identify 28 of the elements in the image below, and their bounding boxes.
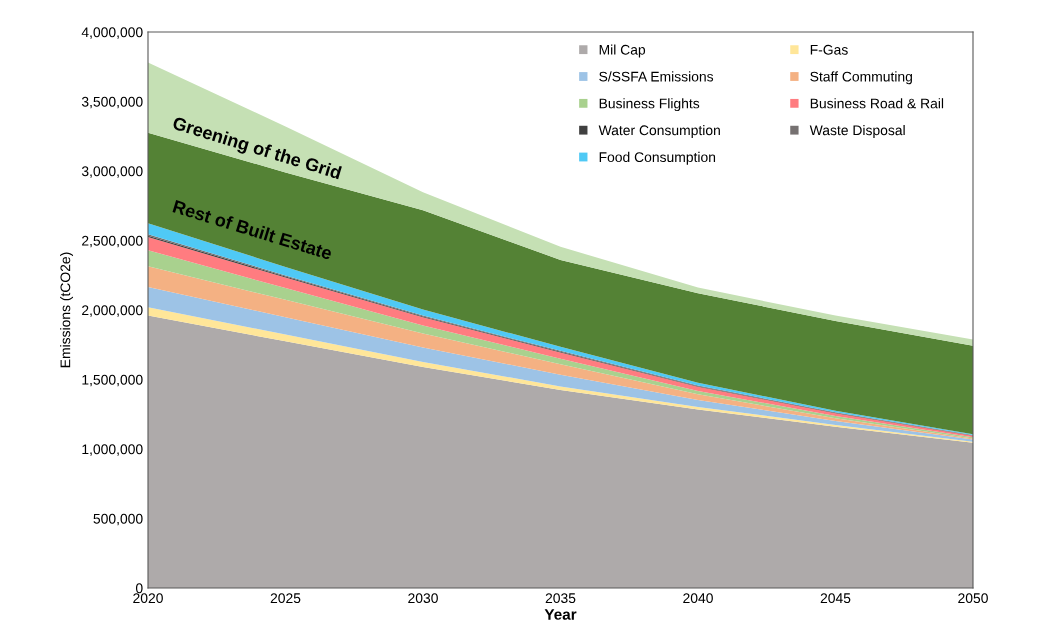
x-axis-title: Year [544,609,577,620]
legend-label: Mil Cap [599,44,646,58]
legend-label: F-Gas [810,44,848,55]
x-tick-label: 2035 [545,593,576,604]
y-tick-label: 0 [135,583,143,594]
y-tick-label: 3,500,000 [81,96,143,109]
y-tick-label: 2,000,000 [82,305,143,317]
x-tick-label: 2050 [958,593,988,604]
legend-label: S/SSFA Emissions [599,71,714,82]
legend-label: Business Flights [599,98,700,112]
y-tick-label: 500,000 [93,513,143,526]
legend-label: Waste Disposal [809,125,905,138]
x-tick-label: 2030 [408,593,438,604]
x-tick-label: 2045 [820,593,851,604]
x-tick-label: 2025 [270,593,301,604]
y-tick-label: 1,500,000 [82,374,143,387]
legend-label: Food Consumption [599,151,716,165]
y-tick-label: 4,000,000 [81,27,143,39]
legend-label: Water Consumption [598,125,720,138]
annotation: Rest of Built Estate [172,199,333,260]
y-axis-title: Emissions (tCO2e) [60,252,74,368]
y-tick-label: 1,000,000 [82,444,143,456]
y-tick-label: 3,000,000 [81,166,143,178]
legend-label: Business Road & Rail [810,98,944,109]
legend-label: Staff Commuting [810,71,912,85]
y-tick-label: 2,500,000 [82,235,143,248]
x-tick-label: 2020 [133,593,163,604]
x-tick-label: 2040 [683,593,713,604]
